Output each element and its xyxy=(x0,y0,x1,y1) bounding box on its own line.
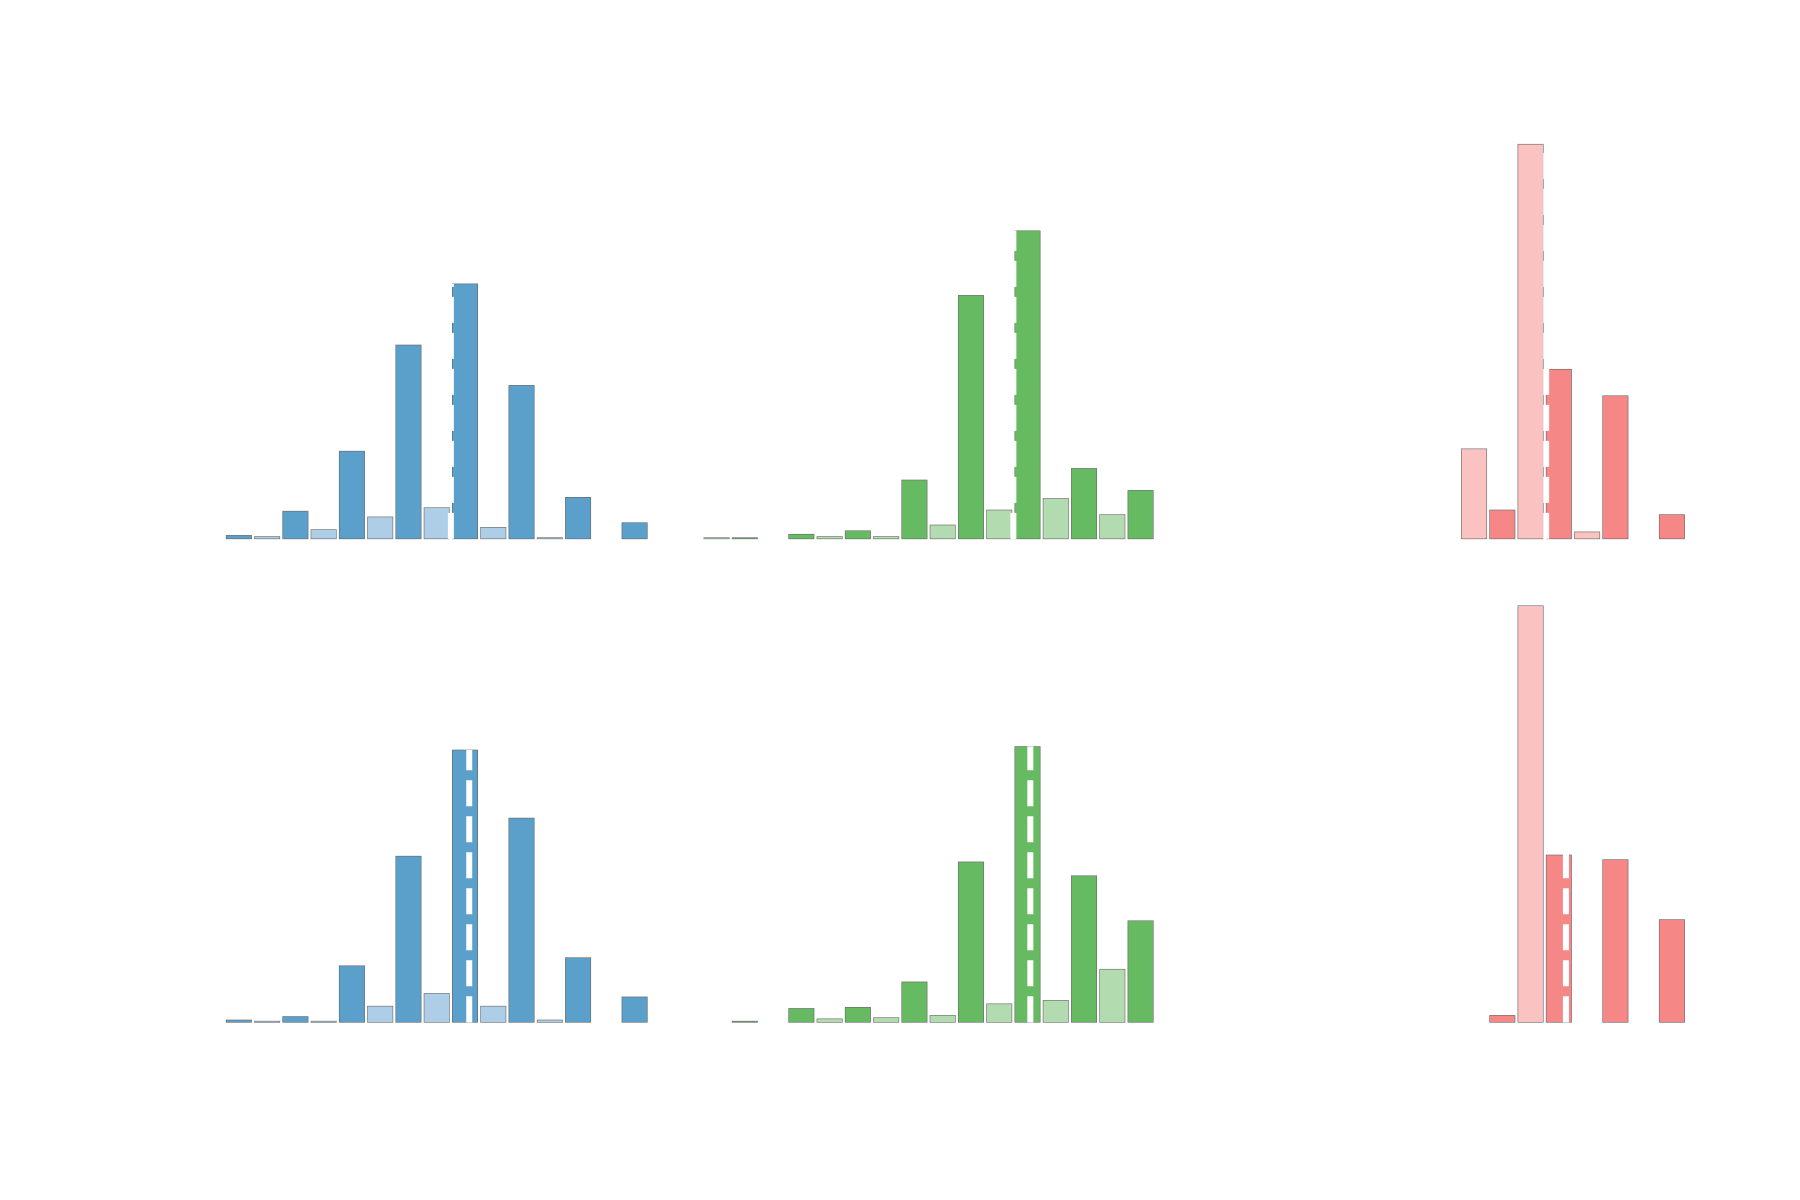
bar xyxy=(480,1005,507,1023)
bar xyxy=(1658,514,1685,540)
bar xyxy=(1014,230,1041,540)
bar xyxy=(901,981,928,1023)
bar xyxy=(816,1018,843,1023)
bar xyxy=(816,536,843,540)
bar xyxy=(565,497,592,540)
bar xyxy=(508,817,535,1023)
bar xyxy=(986,509,1013,540)
bar xyxy=(1574,531,1601,540)
bar xyxy=(254,536,281,540)
bar xyxy=(338,450,365,540)
panel xyxy=(703,230,1154,540)
bar xyxy=(986,1003,1013,1023)
bar xyxy=(367,516,394,540)
bar xyxy=(1099,514,1126,540)
bar xyxy=(282,510,309,540)
bar xyxy=(788,533,815,540)
bar xyxy=(367,1005,394,1023)
bar xyxy=(1517,143,1544,540)
bar xyxy=(901,479,928,540)
bar xyxy=(788,1008,815,1023)
bar xyxy=(1042,498,1069,540)
bar xyxy=(423,507,450,540)
bar xyxy=(929,524,956,540)
bar xyxy=(423,993,450,1023)
bar xyxy=(395,855,422,1023)
bar xyxy=(873,536,900,540)
panel xyxy=(225,749,648,1023)
bar xyxy=(282,1016,309,1023)
bar xyxy=(310,1020,337,1023)
bar xyxy=(225,535,252,540)
bar xyxy=(1489,509,1516,540)
bar xyxy=(536,537,563,540)
panel xyxy=(1489,605,1685,1023)
bar xyxy=(957,861,984,1023)
bar xyxy=(873,1017,900,1023)
bar xyxy=(1602,859,1629,1023)
bar xyxy=(844,1007,871,1023)
bar xyxy=(1042,1000,1069,1023)
bar xyxy=(480,527,507,540)
bar xyxy=(395,344,422,540)
bar xyxy=(1658,919,1685,1023)
bar xyxy=(621,996,648,1023)
bar xyxy=(929,1015,956,1023)
bar xyxy=(1127,490,1154,540)
bar xyxy=(621,522,648,540)
bar xyxy=(731,537,758,540)
bar xyxy=(225,1019,252,1023)
bar xyxy=(1099,968,1126,1023)
bar xyxy=(508,385,535,540)
bar xyxy=(1602,395,1629,540)
bar xyxy=(536,1019,563,1023)
bar xyxy=(1489,1015,1516,1023)
bar xyxy=(1071,875,1098,1023)
panel xyxy=(731,746,1154,1023)
bar xyxy=(338,965,365,1023)
bar xyxy=(452,283,478,540)
bar xyxy=(1545,368,1572,540)
panel xyxy=(225,283,648,540)
bar xyxy=(731,1020,758,1023)
bar xyxy=(1071,468,1098,540)
bar xyxy=(565,957,592,1023)
bar xyxy=(1517,605,1544,1023)
bar xyxy=(703,537,730,540)
bar xyxy=(254,1020,281,1023)
bar xyxy=(957,295,984,540)
bar xyxy=(452,749,478,1023)
bar xyxy=(1127,920,1154,1023)
bar xyxy=(844,530,871,540)
panel xyxy=(1461,143,1685,540)
bar xyxy=(310,529,337,540)
bar xyxy=(1461,448,1488,540)
